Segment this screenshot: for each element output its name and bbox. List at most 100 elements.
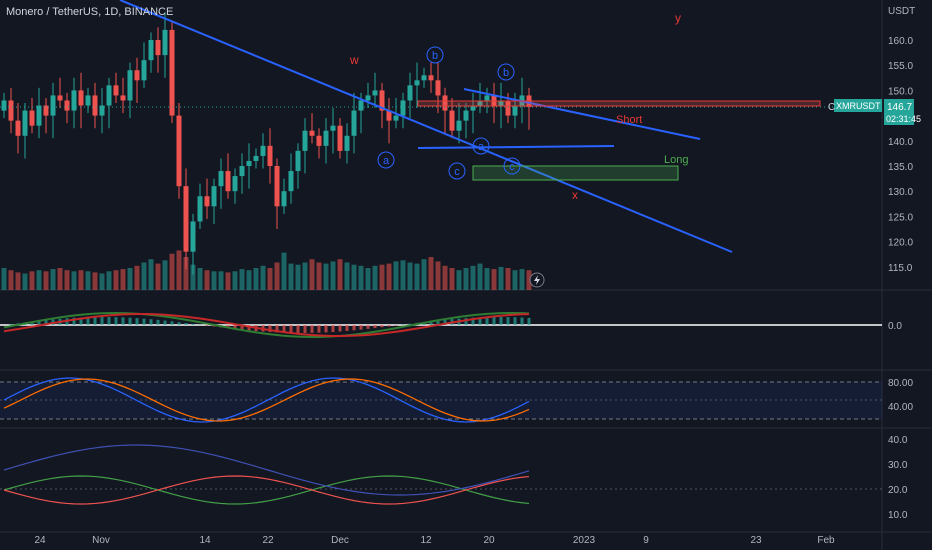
volume-bar xyxy=(22,273,28,290)
candle-body xyxy=(260,145,266,156)
candle-body xyxy=(393,115,399,121)
volume-bar xyxy=(71,271,77,290)
candle-body xyxy=(169,29,175,116)
volume-bar xyxy=(106,271,112,290)
wave-circle-c2 xyxy=(503,157,521,175)
price-axis-tick: 150.0 xyxy=(888,86,913,97)
volume-bar xyxy=(491,269,497,290)
volume-bar xyxy=(120,269,126,290)
price-axis-tick: 140.0 xyxy=(888,137,913,148)
volume-bar xyxy=(400,260,406,290)
rsi-axis-tick: 40.00 xyxy=(888,402,913,413)
volume-bar xyxy=(29,271,35,290)
volume-bar xyxy=(253,268,259,290)
macd-histogram-bar xyxy=(478,317,482,325)
macd-histogram-bar xyxy=(380,325,384,328)
volume-bar xyxy=(148,259,154,290)
wave-circle-a1 xyxy=(377,151,395,169)
price-tag-letter: C xyxy=(828,102,835,113)
volume-bar xyxy=(127,268,133,290)
candle-body xyxy=(288,171,294,192)
volume-bar xyxy=(414,263,420,290)
candle-body xyxy=(113,85,119,96)
trendline-support xyxy=(417,145,615,149)
short-label: Short xyxy=(616,114,642,126)
volume-bar xyxy=(309,259,315,290)
price-axis-tick: 160.0 xyxy=(888,36,913,47)
wave-label-y: y xyxy=(675,11,681,25)
macd-histogram-bar xyxy=(191,323,195,325)
candle-body xyxy=(421,75,427,81)
macd-histogram-bar xyxy=(387,325,391,327)
volume-bar xyxy=(155,263,161,290)
volume-bar xyxy=(1,268,7,290)
macd-histogram-bar xyxy=(443,319,447,325)
macd-line xyxy=(3,311,530,338)
macd-histogram-bar xyxy=(436,320,440,325)
candle-body xyxy=(358,100,364,111)
volume-bar xyxy=(64,270,70,290)
stoch-k-line xyxy=(3,377,530,423)
candle-body xyxy=(134,70,140,81)
candle-body xyxy=(512,105,518,116)
time-axis-tick: 24 xyxy=(34,535,46,546)
indicators xyxy=(0,311,882,505)
candle-body xyxy=(267,145,273,166)
volume-bar xyxy=(50,269,56,290)
volume-bar xyxy=(498,266,504,290)
volume-bar xyxy=(232,271,238,290)
volume-bars xyxy=(1,250,532,290)
volume-bar xyxy=(141,262,147,290)
candle-body xyxy=(204,196,210,207)
candle-body xyxy=(484,95,490,101)
macd-histogram-bar xyxy=(156,319,160,325)
candle-body xyxy=(351,110,357,136)
wave-label-c1: c xyxy=(454,166,460,178)
wave-label-a1: a xyxy=(383,155,390,167)
macd-axis-tick: 0.0 xyxy=(888,321,902,332)
macd-histogram-bar xyxy=(37,320,41,325)
candle-body xyxy=(316,135,322,146)
volume-bar xyxy=(113,270,119,290)
macd-histogram-bar xyxy=(485,317,489,325)
candles xyxy=(1,12,532,275)
symbol-title: Monero / TetherUS, 1D, BINANCE xyxy=(6,6,174,18)
candle-body xyxy=(8,100,14,121)
wave-label-b2: b xyxy=(503,67,509,79)
price-tag-price: 146.7 xyxy=(887,102,912,113)
drawings: Short Long w x y b b a a c c xyxy=(0,0,882,288)
price-axis-tick: 125.0 xyxy=(888,212,913,223)
candle-body xyxy=(211,186,217,207)
volume-bar xyxy=(92,272,98,290)
candle-body xyxy=(50,95,56,116)
macd-histogram-bar xyxy=(282,325,286,333)
candle-body xyxy=(85,95,91,106)
price-axis-tick: 155.0 xyxy=(888,61,913,72)
stoch-d-line xyxy=(3,378,530,422)
candle-body xyxy=(435,80,441,96)
price-axis-tick: 135.0 xyxy=(888,162,913,173)
candle-body xyxy=(372,90,378,96)
volume-bar xyxy=(526,270,532,290)
candle-body xyxy=(323,130,329,146)
macd-histogram-bar xyxy=(149,319,153,325)
candle-body xyxy=(309,130,315,136)
short-zone xyxy=(417,100,821,107)
macd-histogram-bar xyxy=(128,317,132,325)
candle-body xyxy=(1,100,7,111)
macd-histogram-bar xyxy=(289,325,293,333)
volume-bar xyxy=(211,271,217,290)
price-axis-tick: 115.0 xyxy=(888,263,913,274)
macd-histogram-bar xyxy=(170,321,174,325)
candle-body xyxy=(155,40,161,56)
volume-bar xyxy=(470,265,476,290)
volume-bar xyxy=(239,269,245,290)
volume-bar xyxy=(442,265,448,290)
volume-bar xyxy=(169,253,175,290)
time-axis-tick: 2023 xyxy=(573,535,596,546)
candle-body xyxy=(456,120,462,131)
candle-body xyxy=(190,221,196,252)
volume-bar xyxy=(351,264,357,290)
